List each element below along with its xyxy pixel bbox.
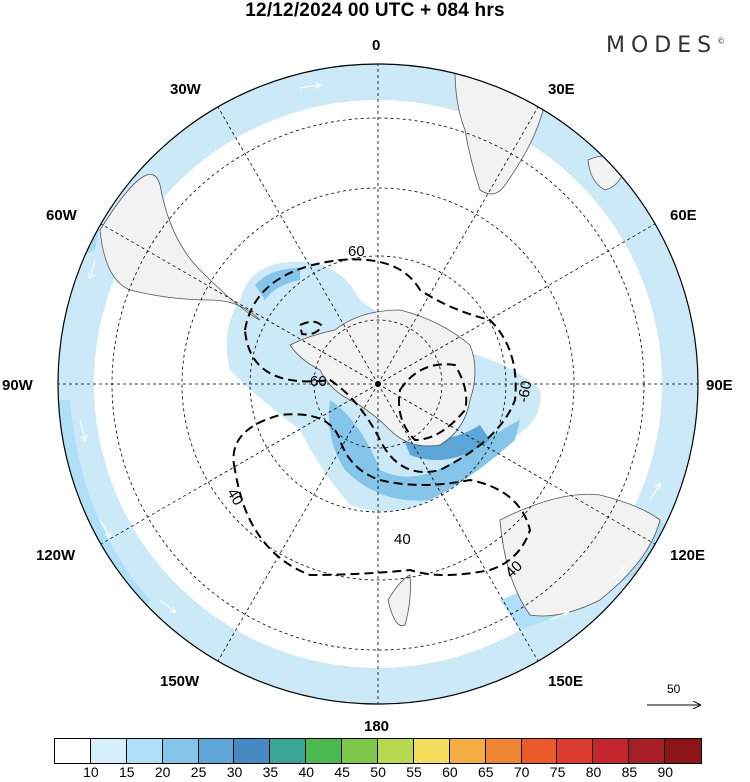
colorbar-tick-label: 45 <box>334 764 350 780</box>
colorbar-tick-label: 25 <box>190 764 207 780</box>
colorbar-swatch <box>413 739 450 763</box>
contour-label-40-south: 40 <box>394 531 411 548</box>
colorbar-swatch <box>665 739 702 763</box>
contour-label-40-west: 40 <box>223 486 246 509</box>
colorbar-tick-label: 60 <box>442 764 458 780</box>
wind-core-east <box>660 330 698 450</box>
colorbar <box>54 738 703 764</box>
colorbar-swatch <box>306 739 343 763</box>
lon-label-150w: 150W <box>160 673 200 690</box>
colorbar-swatch <box>342 739 379 763</box>
colorbar-tick-label: 65 <box>478 764 494 780</box>
map-border <box>57 63 699 705</box>
land-new-zealand <box>387 574 411 627</box>
colorbar-swatch <box>162 739 199 763</box>
meridians <box>58 64 698 704</box>
lon-label-120w: 120W <box>36 547 76 564</box>
copyright-mark: © <box>717 36 726 46</box>
wind-max-core <box>400 425 490 460</box>
colorbar-swatch <box>90 739 127 763</box>
wind-strong-core <box>329 400 520 501</box>
colorbar-swatch <box>55 739 91 763</box>
colorbar-swatch <box>521 739 558 763</box>
colorbar-tick-label: 55 <box>406 764 422 780</box>
lon-label-90w: 90W <box>2 377 34 394</box>
contour-label-60: 60 <box>348 243 365 260</box>
colorbar-tick-label: 15 <box>119 764 135 780</box>
reference-vector-label: 50 <box>667 682 681 696</box>
colorbar-tick-label: 80 <box>585 764 602 780</box>
colorbar-tick-label: 35 <box>262 764 279 780</box>
contour-minus60 <box>243 258 517 473</box>
colorbar-swatch <box>557 739 594 763</box>
colorbar-swatch <box>126 739 163 763</box>
lon-label-120e: 120E <box>670 547 705 564</box>
contour-lines <box>232 258 532 577</box>
land-antarctica <box>289 309 476 447</box>
colorbar-tick-label: 40 <box>298 764 315 780</box>
lon-label-30e: 30E <box>548 81 575 98</box>
colorbar-swatch <box>198 739 235 763</box>
colorbar-tick-label: 75 <box>549 764 566 780</box>
colorbar-tick-label: 20 <box>154 764 171 780</box>
contour-low-centre <box>398 363 468 442</box>
colorbar-ticks: 10 15 20 25 30 35 40 45 50 55 60 65 70 75 80 85 90 <box>0 764 750 782</box>
lon-label-90e: 90E <box>706 377 733 394</box>
contour-label-minus60-east: -60 <box>515 379 536 403</box>
colorbar-swatch <box>234 739 271 763</box>
modes-logo: MODES© <box>606 33 725 58</box>
colorbar-swatch <box>593 739 630 763</box>
wind-patch-north <box>255 268 300 300</box>
contour-label-minus60-west: -60 <box>305 373 327 390</box>
lon-label-150e: 150E <box>548 673 583 690</box>
lon-label-0: 0 <box>372 37 380 54</box>
lon-label-60w: 60W <box>46 207 78 224</box>
lon-label-60e: 60E <box>670 207 697 224</box>
colorbar-swatch <box>378 739 414 763</box>
colorbar-tick-label: 90 <box>657 764 674 780</box>
contour-small-cell <box>298 320 324 336</box>
brand-text: MODES <box>606 33 718 58</box>
map-disc <box>58 64 698 704</box>
chart-title: 12/12/2024 00 UTC + 084 hrs <box>245 0 505 21</box>
colorbar-swatch <box>270 739 307 763</box>
colorbar-swatch <box>629 739 666 763</box>
land-australia <box>499 493 661 617</box>
contour-40 <box>232 413 532 577</box>
colorbar-tick-label: 50 <box>370 764 386 780</box>
lon-label-30w: 30W <box>170 81 202 98</box>
lon-label-180: 180 <box>364 718 389 735</box>
colorbar-tick-label: 30 <box>226 764 243 780</box>
wind-vectors <box>79 85 660 621</box>
colorbar-tick-label: 10 <box>83 764 99 780</box>
colorbar-tick-label: 70 <box>513 764 530 780</box>
colorbar-swatch <box>449 739 486 763</box>
colorbar-tick-label: 85 <box>621 764 638 780</box>
colorbar-swatch <box>485 739 522 763</box>
south-pole-marker <box>375 381 381 387</box>
land-south-america <box>99 174 261 321</box>
